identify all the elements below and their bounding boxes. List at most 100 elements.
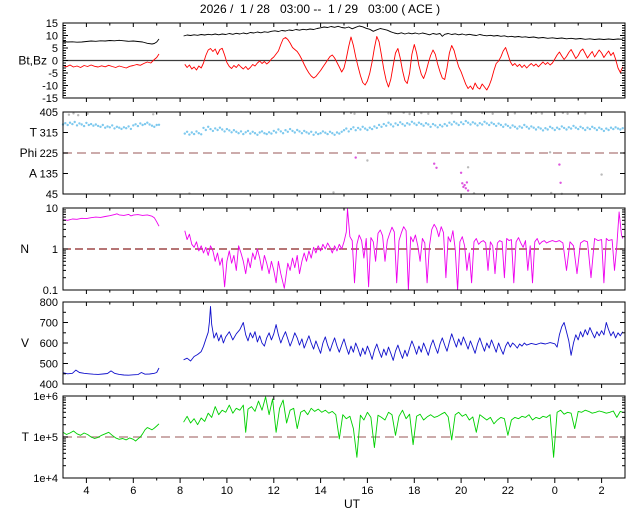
data-dot: [314, 131, 318, 134]
x-tick-label: 16: [361, 485, 373, 497]
data-dot: [80, 123, 83, 126]
data-dot: [92, 124, 95, 127]
data-dot: [558, 163, 561, 166]
data-dot: [242, 132, 245, 136]
y-tick-label: 800: [40, 297, 58, 309]
data-dot: [267, 131, 271, 134]
data-dot: [150, 124, 154, 127]
data-dot: [286, 130, 289, 133]
data-dot: [312, 133, 315, 136]
data-dot: [399, 121, 402, 124]
data-dot: [277, 128, 280, 131]
data-dot: [595, 128, 599, 132]
data-dot: [469, 123, 472, 126]
data-dot: [349, 127, 353, 131]
data-dot: [368, 126, 371, 129]
data-dot: [207, 125, 210, 128]
y-tick-label: 400: [40, 379, 58, 391]
data-dot: [235, 130, 238, 133]
data-dot: [457, 123, 460, 127]
data-dot: [73, 120, 76, 124]
data-dot: [490, 121, 493, 124]
data-dot: [465, 181, 469, 184]
data-dot: [591, 125, 594, 128]
data-dot: [146, 121, 149, 124]
y-tick-label: 1e+4: [33, 473, 58, 485]
series-N: [62, 208, 624, 291]
panel-ylabel: A: [29, 167, 37, 181]
data-dot: [509, 126, 512, 129]
data-dot: [104, 126, 107, 129]
y-tick-label: 5: [52, 43, 58, 55]
data-dot: [431, 122, 435, 126]
data-dot: [434, 124, 437, 127]
data-dot: [464, 119, 467, 123]
data-dot: [366, 128, 369, 132]
data-dot: [413, 122, 416, 125]
data-dot: [544, 127, 547, 130]
data-dot: [310, 130, 313, 133]
data-dot: [540, 112, 544, 115]
data-dot: [86, 112, 89, 116]
data-dot: [319, 132, 322, 135]
data-dot: [555, 126, 559, 129]
y-tick-label: -5: [48, 68, 58, 80]
data-dot: [265, 132, 268, 136]
data-dot: [106, 125, 109, 128]
data-dot: [577, 127, 580, 131]
data-dot: [249, 132, 252, 135]
data-dot: [129, 127, 133, 131]
data-dot: [157, 123, 161, 127]
data-dot: [363, 127, 367, 130]
data-dot: [188, 133, 191, 136]
data-dot: [598, 126, 601, 129]
y-tick-label: 500: [40, 359, 58, 371]
data-dot: [537, 126, 540, 129]
data-dot: [296, 128, 299, 132]
data-dot: [455, 122, 458, 125]
data-dot: [558, 127, 561, 131]
data-dot: [333, 133, 336, 136]
data-dot: [609, 126, 613, 129]
data-dot: [377, 123, 381, 127]
data-dot: [366, 159, 369, 162]
data-dot: [491, 112, 494, 116]
panel-ylabel: T: [22, 430, 30, 444]
data-dot: [534, 128, 538, 131]
data-dot: [347, 130, 350, 133]
data-dot: [284, 129, 287, 132]
data-dot: [581, 127, 585, 130]
series-phi-gray: [67, 111, 603, 195]
data-dot: [495, 124, 498, 128]
data-dot: [148, 123, 151, 126]
data-dot: [471, 121, 474, 124]
data-dot: [427, 112, 430, 116]
y-tick-label: -10: [42, 81, 58, 93]
data-dot: [385, 124, 388, 127]
data-dot: [67, 113, 71, 116]
data-dot: [354, 129, 357, 132]
data-dot: [516, 127, 519, 130]
data-dot: [298, 130, 301, 133]
data-dot: [118, 126, 121, 129]
data-dot: [359, 128, 362, 131]
data-dot: [450, 112, 453, 115]
data-dot: [204, 128, 207, 132]
data-dot: [607, 128, 610, 132]
panel-ylabel: V: [21, 336, 29, 350]
x-tick-label: 12: [268, 485, 280, 497]
data-dot: [78, 122, 81, 125]
y-tick-label: 225: [40, 148, 58, 160]
data-dot: [441, 125, 444, 128]
data-dot: [435, 166, 438, 169]
data-dot: [525, 125, 528, 128]
data-dot: [192, 132, 196, 136]
panel-v: 800 700 600 500 400 V: [21, 297, 626, 391]
data-dot: [342, 129, 346, 132]
data-dot: [94, 123, 98, 126]
data-dot: [87, 123, 91, 127]
series-T: [62, 396, 623, 458]
series-Bt: [62, 25, 623, 45]
x-tick-label: 10: [221, 485, 233, 497]
